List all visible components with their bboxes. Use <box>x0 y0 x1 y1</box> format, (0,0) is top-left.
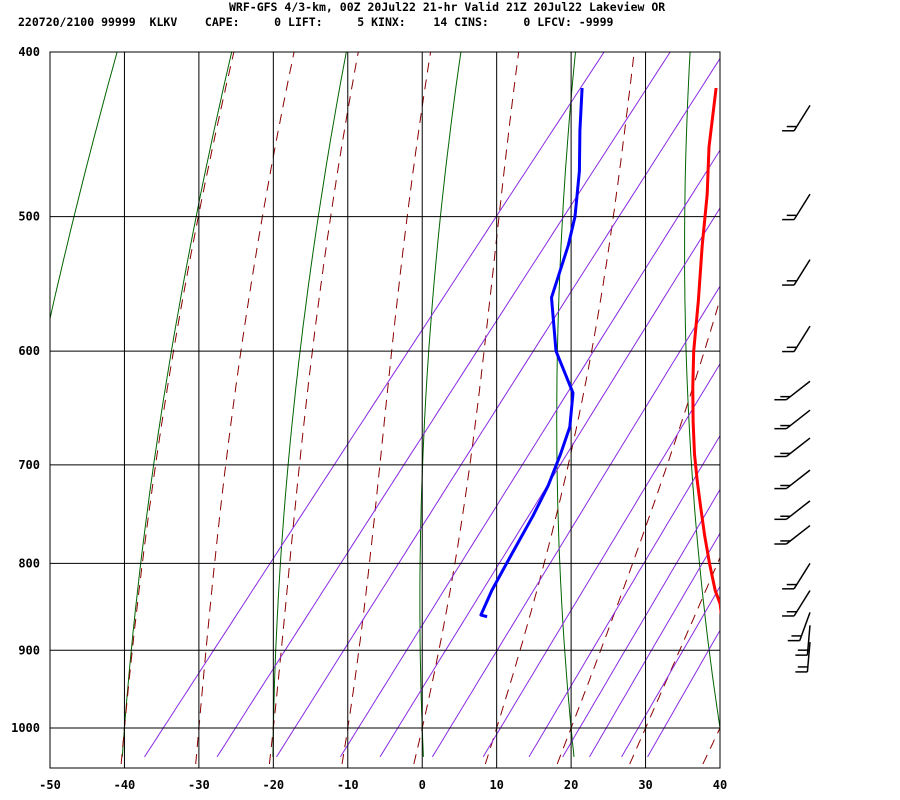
pressure-tick-label: 900 <box>18 643 40 657</box>
x-tick-label: -30 <box>188 778 210 792</box>
wind-barb <box>787 612 811 642</box>
wind-barb <box>774 380 811 401</box>
wind-barb <box>782 259 811 286</box>
x-tick-label: -10 <box>337 778 359 792</box>
dry-adiabat <box>684 52 720 732</box>
wind-barb <box>774 437 811 458</box>
wind-barb <box>774 524 811 545</box>
wind-barb <box>774 469 811 490</box>
wind-barb <box>774 409 811 430</box>
mixing-ratio-line <box>276 57 720 758</box>
moist-adiabat <box>556 297 720 765</box>
wind-barb <box>795 641 811 673</box>
x-tick-label: 40 <box>713 778 727 792</box>
plot-frame <box>49 51 721 769</box>
mixing-ratio-line <box>431 285 720 758</box>
wind-barb <box>795 625 811 656</box>
wind-barb <box>782 562 811 590</box>
x-tick-label: 20 <box>564 778 578 792</box>
mixing-ratio-line <box>216 52 671 758</box>
pressure-tick-label: 400 <box>18 45 40 59</box>
axes: -50 -40 -30 -20 -10 0 10 20 30 40 400 500 600 700 800 9… <box>11 45 727 792</box>
dry-adiabat <box>50 52 118 321</box>
mixing-ratio-line <box>647 629 720 758</box>
x-tick-label: 30 <box>638 778 652 792</box>
wind-barb <box>782 104 811 132</box>
pressure-tick-label: 1000 <box>11 721 40 735</box>
mixing-ratio-line <box>339 149 720 758</box>
station-stats-line: 220720/2100 99999 KLKV CAPE: 0 LIFT: 5 K… <box>18 15 614 29</box>
dry-adiabat <box>121 52 233 757</box>
background-lines <box>50 52 876 765</box>
dry-adiabat <box>419 52 462 757</box>
dry-adiabat <box>272 52 347 757</box>
wind-barb <box>782 193 811 221</box>
mixing-ratio-line <box>144 52 605 758</box>
x-tick-label: 10 <box>489 778 503 792</box>
pressure-tick-label: 600 <box>18 344 40 358</box>
wind-barb <box>782 325 811 353</box>
x-tick-label: 0 <box>419 778 426 792</box>
wind-barbs <box>774 104 811 673</box>
pressure-tick-label: 700 <box>18 458 40 472</box>
x-tick-label: -50 <box>39 778 61 792</box>
moist-adiabat <box>484 52 635 765</box>
mixing-ratio-line <box>482 362 720 758</box>
mixing-ratio-line <box>589 532 720 758</box>
moist-adiabat <box>341 52 432 765</box>
moist-adiabat <box>629 556 720 765</box>
temperature-profile <box>691 87 720 616</box>
pressure-tick-label: 800 <box>18 556 40 570</box>
dewpoint-profile <box>479 87 584 619</box>
x-tick-label: -20 <box>262 778 284 792</box>
mixing-ratio-line <box>621 585 720 758</box>
mixing-ratio-line <box>528 434 720 758</box>
mixing-ratio-line <box>379 207 720 758</box>
profiles <box>479 87 720 619</box>
chart-title: WRF-GFS 4/3-km, 00Z 20Jul22 21-hr Valid … <box>229 0 665 14</box>
mixing-ratio-line <box>562 488 720 758</box>
dry-adiabat <box>556 52 576 757</box>
moist-adiabat <box>702 726 720 765</box>
moist-adiabat <box>413 52 520 765</box>
moist-adiabat <box>120 52 235 765</box>
moist-adiabat <box>195 52 295 765</box>
dry-adiabat <box>805 52 876 757</box>
moist-adiabat <box>268 52 359 765</box>
wind-barb <box>782 590 811 617</box>
wind-barb <box>774 500 811 521</box>
x-tick-label: -40 <box>114 778 136 792</box>
pressure-tick-label: 500 <box>18 210 40 224</box>
